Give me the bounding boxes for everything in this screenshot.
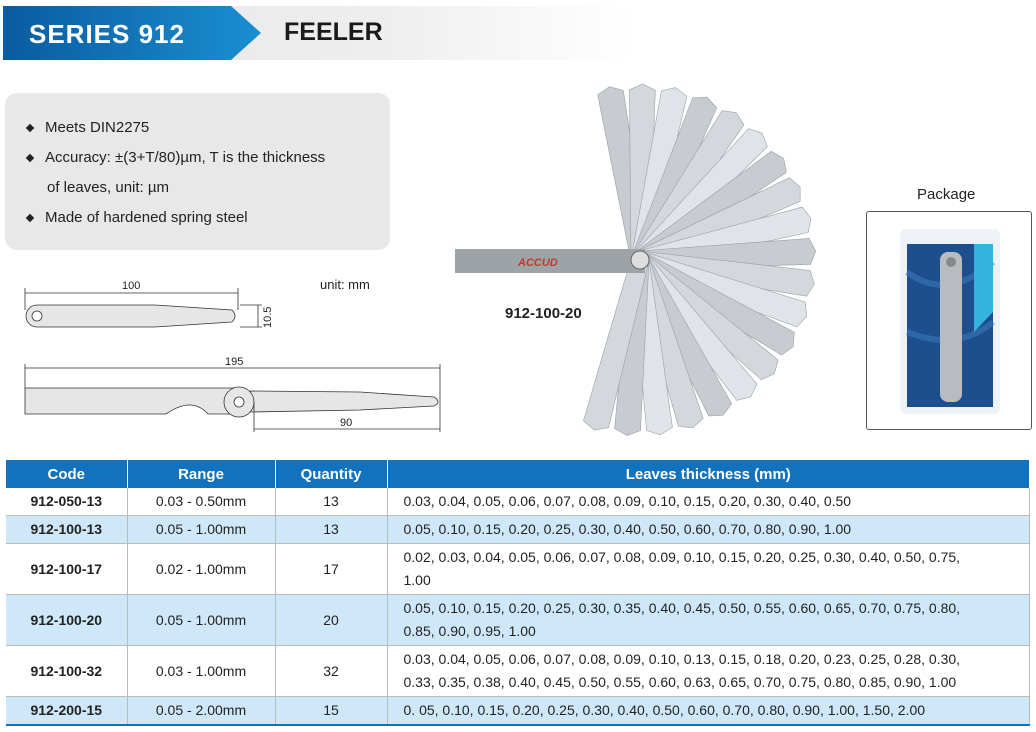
col-leaves: Leaves thickness (mm): [387, 460, 1030, 488]
dim-10-5: 10.5: [262, 307, 274, 328]
cell-code: 912-050-13: [6, 488, 128, 516]
cell-leaves: 0.03, 0.04, 0.05, 0.06, 0.07, 0.08, 0.09…: [387, 645, 1030, 697]
cell-qty: 13: [275, 515, 388, 544]
cell-leaves: 0. 05, 0.10, 0.15, 0.20, 0.25, 0.30, 0.4…: [387, 696, 1030, 726]
feature-item: Made of hardened spring steel: [25, 203, 390, 233]
table-row: 912-200-15 0.05 - 2.00mm 15 0. 05, 0.10, 0.…: [6, 696, 1030, 726]
series-badge: SERIES 912: [3, 6, 261, 60]
cell-qty: 32: [275, 645, 388, 697]
cell-qty: 20: [275, 594, 388, 646]
feature-text: Made of hardened spring steel: [45, 209, 248, 226]
package-photo: [866, 211, 1032, 430]
table-row: 912-050-13 0.03 - 0.50mm 13 0.03, 0.04, 0.0…: [6, 488, 1030, 516]
cell-range: 0.05 - 2.00mm: [127, 696, 276, 726]
feature-item: of leaves, unit: µm: [27, 173, 390, 203]
dim-195: 195: [225, 356, 243, 368]
cell-range: 0.03 - 1.00mm: [127, 645, 276, 697]
cell-code: 912-100-13: [6, 515, 128, 544]
cell-code: 912-200-15: [6, 696, 128, 726]
gauge-handle: [455, 249, 645, 273]
feature-text: Accuracy: ±(3+T/80)µm, T is the thicknes…: [45, 149, 326, 166]
bullet-icon: [25, 213, 35, 223]
cell-range: 0.05 - 1.00mm: [127, 594, 276, 646]
dim-100: 100: [122, 280, 140, 292]
cell-qty: 17: [275, 543, 388, 595]
package-label: Package: [917, 186, 976, 203]
dim-90: 90: [340, 417, 352, 429]
cell-range: 0.03 - 0.50mm: [127, 488, 276, 516]
col-code: Code: [6, 460, 128, 488]
feature-text: Meets DIN2275: [45, 119, 150, 136]
cell-qty: 13: [275, 488, 388, 516]
pivot-screw-icon: [630, 250, 650, 270]
feature-item: Accuracy: ±(3+T/80)µm, T is the thicknes…: [25, 143, 390, 173]
cell-code: 912-100-17: [6, 543, 128, 595]
feature-text: of leaves, unit: µm: [47, 179, 170, 196]
col-quantity: Quantity: [275, 460, 388, 488]
feature-item: Meets DIN2275: [25, 113, 390, 143]
unit-label: unit: mm: [320, 277, 370, 292]
bullet-icon: [25, 153, 35, 163]
table-row: 912-100-13 0.05 - 1.00mm 13 0.05, 0.10, 0.1…: [6, 515, 1030, 544]
product-title: FEELER: [284, 18, 383, 46]
cell-code: 912-100-20: [6, 594, 128, 646]
cell-range: 0.02 - 1.00mm: [127, 543, 276, 595]
table-row: 912-100-32 0.03 - 1.00mm 32 0.03, 0.04, 0.0…: [6, 645, 1030, 697]
table-row: 912-100-17 0.02 - 1.00mm 17 0.02, 0.03, 0.0…: [6, 543, 1030, 595]
cell-leaves: 0.02, 0.03, 0.04, 0.05, 0.06, 0.07, 0.08…: [387, 543, 1030, 595]
model-label: 912-100-20: [505, 305, 582, 322]
features-box: Meets DIN2275 Accuracy: ±(3+T/80)µm, T i…: [5, 93, 390, 250]
table-row: 912-100-20 0.05 - 1.00mm 20 0.05, 0.10, 0.1…: [6, 594, 1030, 646]
technical-drawing: 100 10.5 195 90: [24, 280, 441, 432]
col-range: Range: [127, 460, 276, 488]
brand-logo: ACCUD: [517, 257, 558, 269]
cell-leaves: 0.05, 0.10, 0.15, 0.20, 0.25, 0.30, 0.35…: [387, 594, 1030, 646]
cell-leaves: 0.05, 0.10, 0.15, 0.20, 0.25, 0.30, 0.40…: [387, 515, 1030, 544]
cell-range: 0.05 - 1.00mm: [127, 515, 276, 544]
cell-qty: 15: [275, 696, 388, 726]
spec-table: Code Range Quantity Leaves thickness (mm…: [6, 460, 1030, 726]
bullet-icon: [25, 123, 35, 133]
cell-leaves: 0.03, 0.04, 0.05, 0.06, 0.07, 0.08, 0.09…: [387, 488, 1030, 516]
series-title: SERIES 912: [29, 19, 185, 49]
cell-code: 912-100-32: [6, 645, 128, 697]
feeler-gauge-photo: ACCUD: [455, 83, 817, 436]
